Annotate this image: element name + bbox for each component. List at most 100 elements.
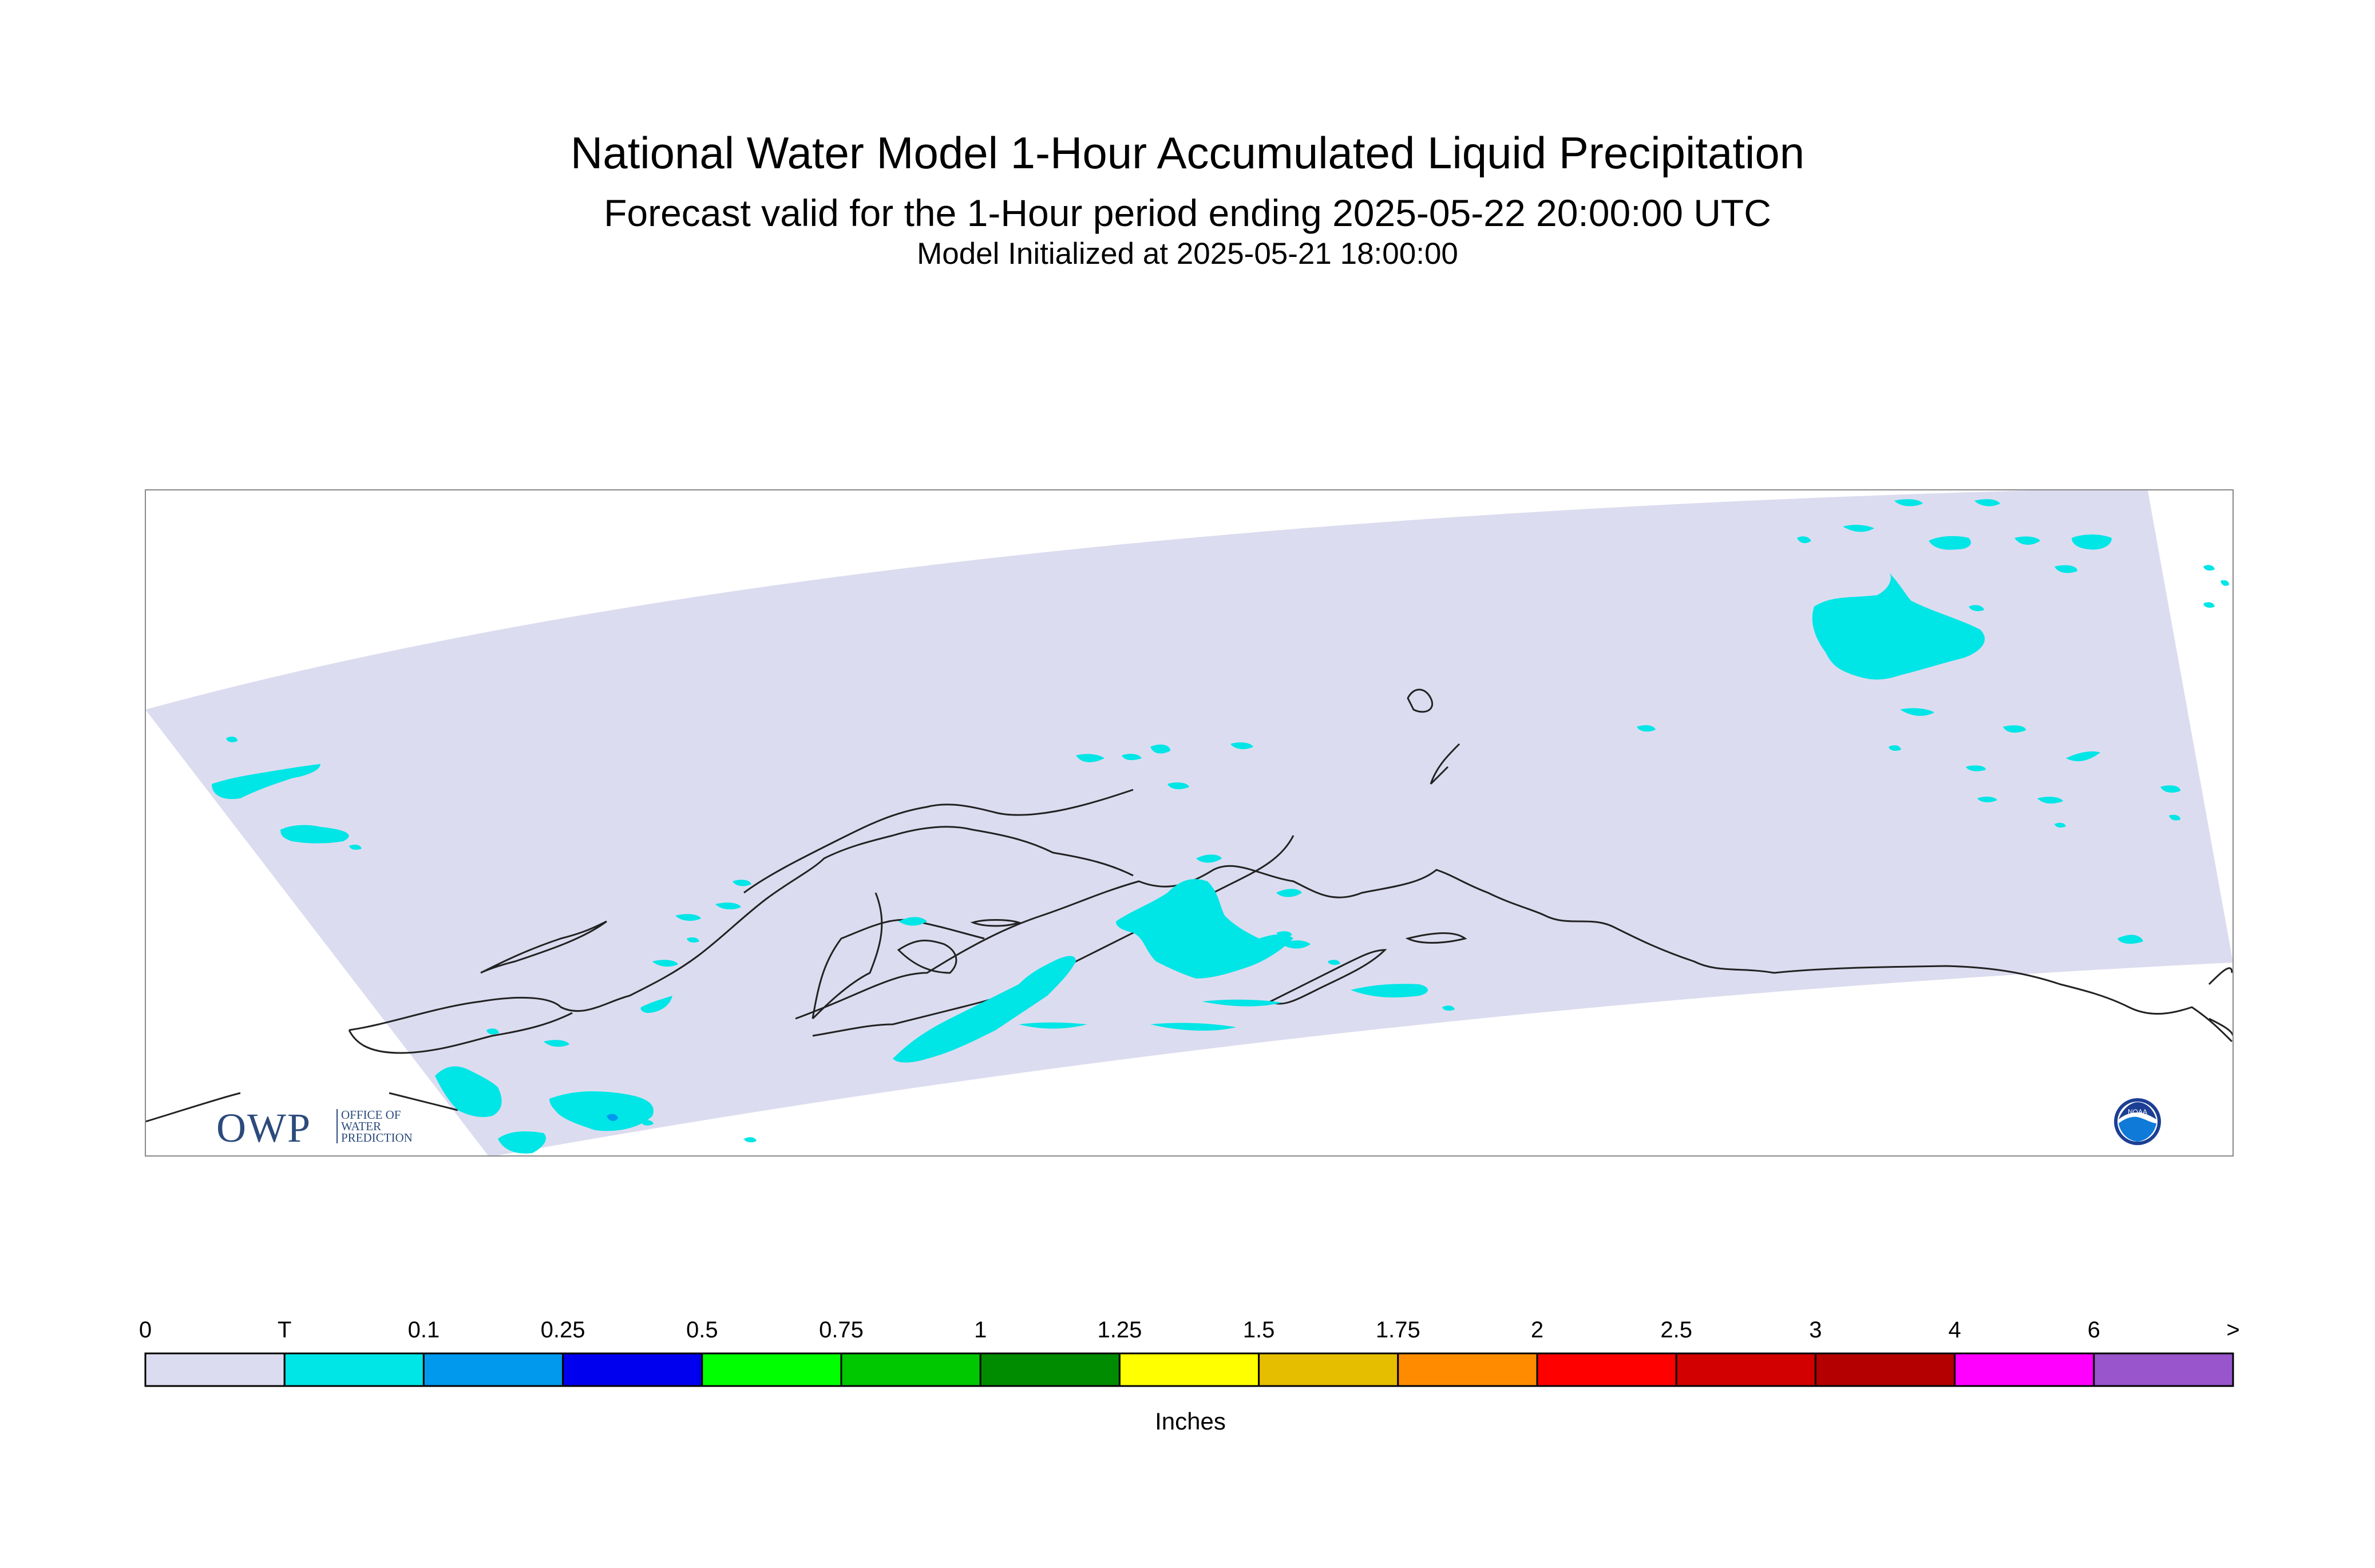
precip-area-east-13: [2037, 797, 2063, 804]
coastline-layer: [145, 688, 2233, 1123]
precip-area-east-17: [2203, 565, 2215, 571]
precip-area-east-14: [2160, 785, 2180, 793]
precip-trace-layer: [212, 499, 2229, 1154]
legend-swatch-11: [1675, 1352, 1816, 1387]
coastline-inlet: [812, 918, 985, 1019]
precip-area-central-9: [1637, 725, 1656, 732]
legend-swatch-2: [422, 1352, 564, 1387]
legend-swatch-14: [2093, 1352, 2234, 1387]
owp-logo-line-1: OFFICE OF: [341, 1108, 401, 1122]
owp-logo: OWP OFFICE OF WATER PREDICTION: [216, 1104, 434, 1151]
coastline-island-2: [897, 939, 957, 974]
precip-area-west-5: [715, 902, 741, 910]
legend-label-11: 2.5: [1660, 1317, 1692, 1343]
coastline-island-1: [480, 920, 607, 974]
precip-area-central-7: [1230, 742, 1253, 750]
precip-area-east-20: [1966, 765, 1986, 771]
precip-area-east-3: [2072, 534, 2112, 550]
precip-area-east-large: [1812, 572, 1985, 680]
legend-swatch-13: [1954, 1352, 2095, 1387]
coastline-island-6: [1407, 688, 1434, 713]
legend-unit-label: Inches: [1155, 1408, 1226, 1435]
legend-swatch-12: [1814, 1352, 1956, 1387]
legend-label-9: 1.75: [1375, 1317, 1420, 1343]
precip-area-east-12: [2066, 751, 2100, 762]
precip-area-east-6: [1797, 536, 1811, 544]
precip-area-west-6: [675, 914, 701, 921]
precip-area-central-4: [1076, 754, 1105, 762]
coastline-island-4: [1268, 949, 1387, 1005]
legend-label-3: 0.25: [540, 1317, 585, 1343]
legend-swatch-6: [979, 1352, 1121, 1387]
coastline-bristol-bay: [812, 892, 883, 1020]
precip-area-east-21: [1889, 745, 1901, 751]
legend-swatch-1: [283, 1352, 425, 1387]
legend-swatch-10: [1536, 1352, 1677, 1387]
precip-area-central-10: [1351, 984, 1428, 997]
legend-swatch-5: [840, 1352, 981, 1387]
precip-area-west-9: [687, 937, 699, 943]
legend-label-13: 4: [1948, 1317, 1961, 1343]
precip-area-east-25: [2055, 822, 2066, 828]
coastline-alaska-peninsula: [145, 1092, 458, 1123]
coastline-western: [349, 826, 1134, 1031]
precip-area-east-18: [1977, 797, 1997, 802]
coastline-southwest: [348, 1012, 573, 1054]
map-layers: [145, 490, 2233, 1156]
precip-area-west-13: [435, 1066, 502, 1117]
precip-area-east-11: [2003, 725, 2026, 733]
precip-area-east-15: [2169, 814, 2180, 821]
precip-area-east-8: [1974, 499, 2000, 506]
precip-area-west-1: [212, 764, 320, 799]
owp-logo-text: OFFICE OF WATER PREDICTION: [337, 1108, 413, 1144]
precip-area-central-12: [1150, 1023, 1236, 1031]
legend-label-1: T: [277, 1317, 292, 1343]
precip-area-east-22: [2220, 580, 2229, 586]
coastline-upper: [743, 789, 1134, 894]
precip-area-east-23: [1969, 605, 1984, 611]
precip-area-east-4: [2014, 536, 2040, 545]
precip-area-central-13: [1282, 940, 1311, 949]
precip-area-west-3: [349, 844, 362, 850]
legend-swatch-4: [701, 1352, 842, 1387]
precip-area-east-19: [1863, 668, 1886, 676]
coastline-river-1: [1430, 743, 1460, 785]
precip-area-east-24: [2117, 935, 2143, 944]
precip-area-central-3: [1276, 889, 1302, 897]
legend-label-14: 6: [2087, 1317, 2100, 1343]
coastline-river-2: [1430, 766, 1449, 785]
precip-area-west-14: [549, 1091, 654, 1131]
legend-swatch-8: [1258, 1352, 1399, 1387]
precip-area-central-11: [1202, 999, 1282, 1007]
legend-colorbar: [144, 1352, 2234, 1387]
precip-area-west-15: [641, 1120, 654, 1126]
coastline-mainland: [795, 865, 2233, 1043]
precip-area-west-11: [544, 1040, 569, 1047]
precip-area-east-7: [1894, 499, 1923, 506]
precip-area-central-large: [1116, 879, 1293, 979]
legend-swatch-3: [562, 1352, 703, 1387]
coastline-island-5: [1405, 932, 1467, 944]
precip-area-central-15: [1442, 1005, 1455, 1011]
legend-label-5: 0.75: [819, 1317, 864, 1343]
owp-logo-line-2: WATER: [341, 1119, 381, 1133]
noaa-logo-icon: NOAA: [2114, 1098, 2161, 1145]
coastline-canada: [2208, 967, 2233, 1036]
precip-area-west-2: [280, 825, 349, 844]
legend-label-15: >: [2226, 1317, 2240, 1343]
model-domain-area: [145, 490, 2233, 1156]
precip-area-central-2: [1196, 854, 1222, 863]
precip-area-east-9: [2055, 565, 2077, 573]
precip-area-central-6: [1150, 744, 1170, 754]
legend-label-6: 1: [974, 1317, 987, 1343]
model-init-subtitle: Model Initialized at 2025-05-21 18:00:00: [917, 237, 1458, 271]
precip-area-central-5: [1122, 754, 1142, 761]
legend-label-4: 0.5: [686, 1317, 718, 1343]
precip-area-peninsula-tail: [1019, 1022, 1087, 1029]
legend-label-7: 1.25: [1097, 1317, 1142, 1343]
legend-swatch-9: [1397, 1352, 1538, 1387]
precip-area-central-16: [898, 917, 927, 926]
legend-label-0: 0: [138, 1317, 152, 1343]
precip-area-west-12: [486, 1028, 499, 1035]
